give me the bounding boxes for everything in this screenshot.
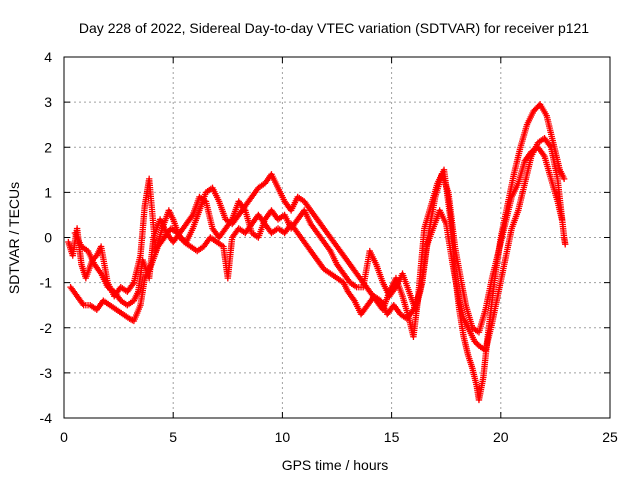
data-point <box>560 175 568 183</box>
x-tick-labels: 0 5 10 15 20 25 <box>60 429 618 445</box>
x-tick-label: 15 <box>384 429 400 445</box>
grid-lines <box>64 57 610 418</box>
y-tick-label: 0 <box>44 230 52 246</box>
y-tick-label: -3 <box>40 365 53 381</box>
data-point <box>558 216 566 223</box>
x-tick-label: 0 <box>60 429 68 445</box>
y-tick-label: 1 <box>44 184 52 200</box>
x-tick-label: 20 <box>493 429 509 445</box>
chart-title: Day 228 of 2022, Sidereal Day-to-day VTE… <box>79 20 589 36</box>
y-tick-label: 2 <box>44 139 52 155</box>
y-axis-label: SDTVAR / TECUs <box>6 182 22 294</box>
x-tick-label: 10 <box>275 429 291 445</box>
series-trace <box>71 144 566 336</box>
y-tick-label: -2 <box>40 320 53 336</box>
y-tick-label: 3 <box>44 94 52 110</box>
y-tick-labels: -4 -3 -2 -1 0 1 2 3 4 <box>40 49 53 426</box>
x-tick-label: 5 <box>169 429 177 445</box>
axis-ticks <box>63 56 611 419</box>
y-tick-label: -1 <box>40 275 53 291</box>
data-point <box>562 241 569 248</box>
x-tick-label: 25 <box>602 429 618 445</box>
data-points <box>65 101 569 404</box>
series-trace <box>67 135 569 354</box>
y-tick-label: 4 <box>44 49 52 65</box>
y-tick-label: -4 <box>40 410 53 426</box>
x-axis-label: GPS time / hours <box>282 457 389 473</box>
